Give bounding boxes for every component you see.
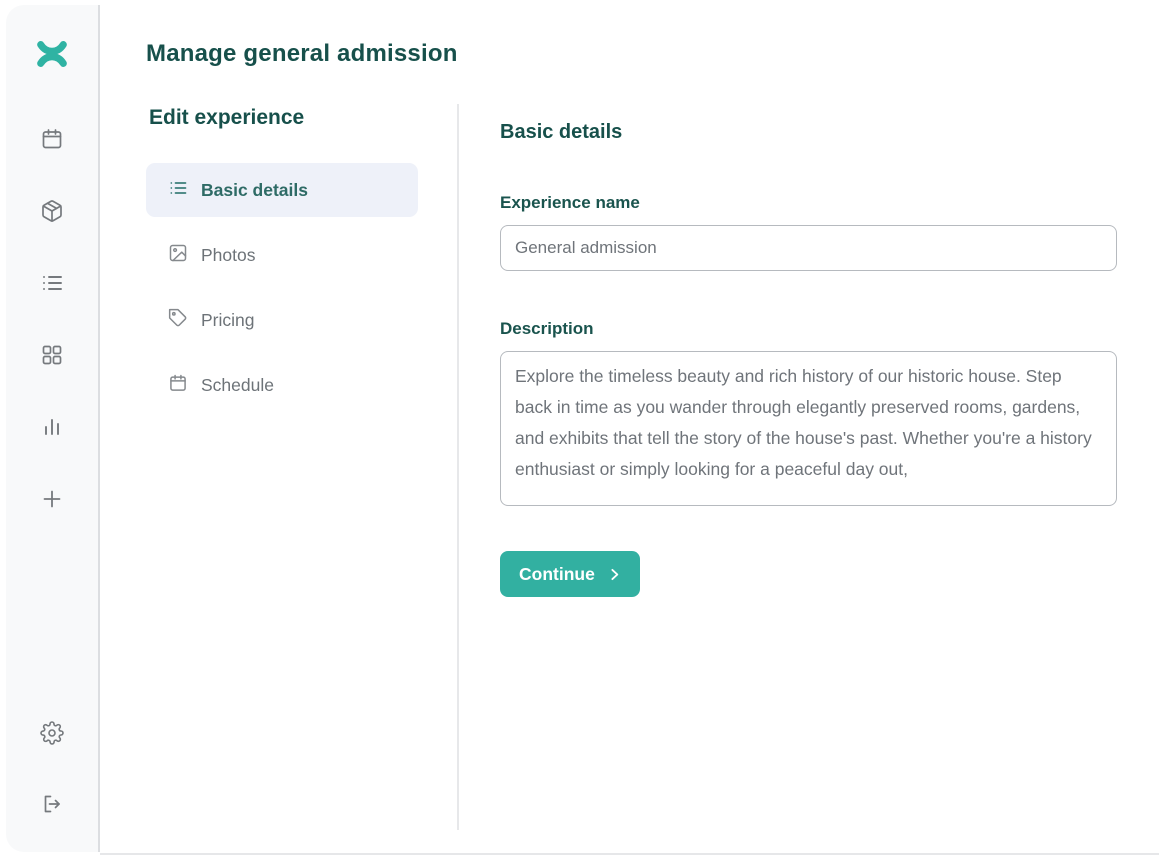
list-icon (168, 178, 188, 203)
edit-experience-panel: Edit experience Basic details (146, 104, 457, 830)
calendar-icon[interactable] (40, 127, 64, 151)
window-bottom-border (100, 853, 1159, 855)
main-content: Manage general admission Edit experience… (100, 0, 1161, 857)
experience-name-input[interactable] (500, 225, 1117, 271)
nav-item-label: Photos (201, 244, 256, 265)
brand-logo-icon[interactable] (36, 39, 68, 69)
bar-chart-icon[interactable] (40, 415, 64, 439)
tag-icon (168, 308, 188, 333)
list-icon[interactable] (40, 271, 64, 295)
edit-experience-heading: Edit experience (149, 106, 305, 129)
nav-item-schedule[interactable]: Schedule (146, 358, 418, 412)
description-textarea[interactable]: Explore the timeless beauty and rich his… (500, 351, 1117, 506)
sidebar-nav (40, 127, 64, 511)
sidebar-footer (40, 721, 64, 816)
edit-experience-nav: Basic details Photos (146, 163, 457, 412)
continue-button[interactable]: Continue (500, 551, 640, 597)
description-label: Description (500, 319, 594, 338)
grid-icon[interactable] (40, 343, 64, 367)
plus-icon[interactable] (40, 487, 64, 511)
experience-name-label: Experience name (500, 193, 640, 212)
basic-details-form: Basic details Experience name Descriptio… (500, 104, 1117, 830)
nav-item-label: Schedule (201, 374, 274, 395)
nav-item-photos[interactable]: Photos (146, 228, 418, 282)
form-heading: Basic details (500, 121, 623, 143)
logout-icon[interactable] (40, 792, 64, 816)
nav-item-basic-details[interactable]: Basic details (146, 163, 418, 217)
continue-button-label: Continue (519, 563, 595, 584)
calendar-icon (168, 373, 188, 398)
nav-item-pricing[interactable]: Pricing (146, 293, 418, 347)
package-icon[interactable] (40, 199, 64, 223)
page-title: Manage general admission (146, 40, 458, 67)
vertical-divider (457, 104, 459, 830)
settings-gear-icon[interactable] (40, 721, 64, 745)
image-icon (168, 243, 188, 268)
sidebar (6, 5, 100, 852)
nav-item-label: Pricing (201, 309, 255, 330)
nav-item-label: Basic details (201, 179, 308, 200)
chevron-right-icon (606, 566, 623, 583)
